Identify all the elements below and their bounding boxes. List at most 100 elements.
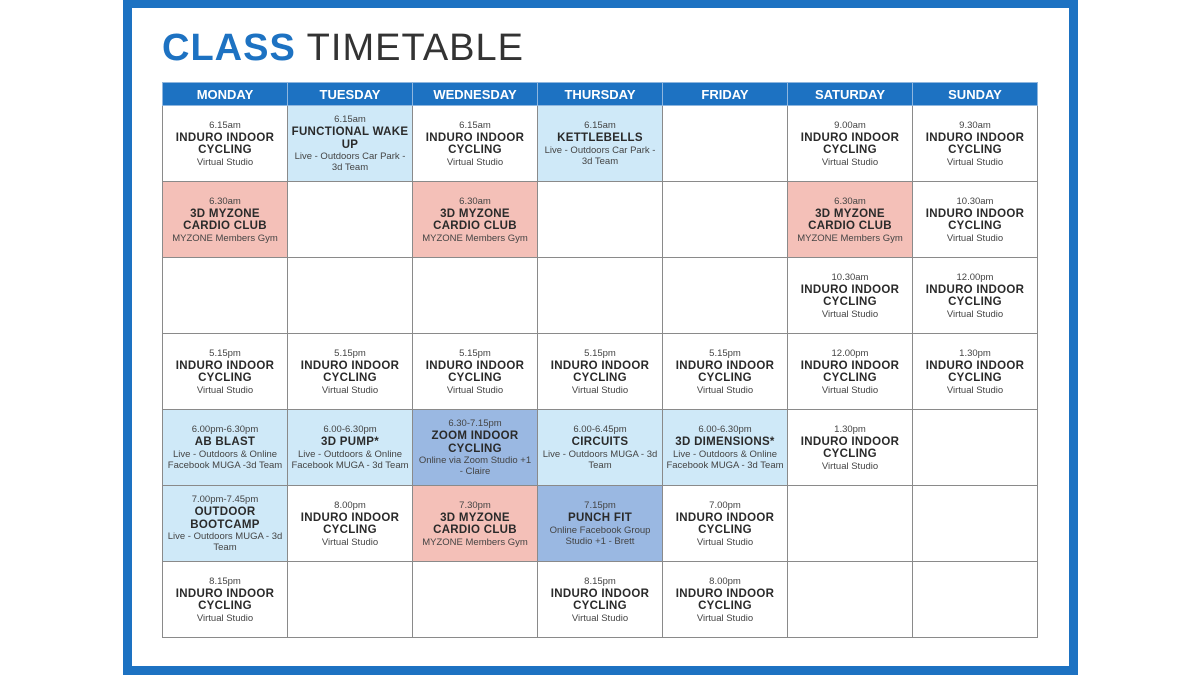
day-header-monday: MONDAY — [162, 82, 288, 106]
class-entry: 12.00pm INDURO INDOOR CYCLING Virtual Stud… — [791, 335, 909, 409]
class-location: MYZONE Members Gym — [422, 536, 528, 548]
class-location: Virtual Studio — [571, 612, 629, 624]
class-name: INDURO INDOOR CYCLING — [425, 131, 525, 157]
class-time: 12.00pm — [956, 271, 994, 283]
class-entry: 6.15am INDURO INDOOR CYCLING Virtual Studi… — [416, 107, 534, 181]
class-location: Live - Outdoors & Online Facebook MUGA -… — [666, 448, 784, 471]
class-cell: 6.15am FUNCTIONAL WAKE UP Live - Outdoors … — [287, 105, 413, 182]
class-location: Virtual Studio — [821, 384, 879, 396]
class-entry: 7.15pm PUNCH FIT Online Facebook Group Stu… — [541, 487, 659, 561]
class-time: 12.00pm — [831, 347, 869, 359]
empty-cell — [287, 257, 413, 334]
class-time: 7.00pm — [709, 499, 741, 511]
class-location: Virtual Studio — [821, 308, 879, 320]
class-cell: 9.00am INDURO INDOOR CYCLING Virtual Studi… — [787, 105, 913, 182]
timetable: MONDAY TUESDAY WEDNESDAY THURSDAY FRIDAY SATU… — [162, 82, 1038, 638]
page-title: CLASS TIMETABLE — [162, 25, 524, 75]
class-location: Virtual Studio — [696, 536, 754, 548]
class-name: ZOOM INDOOR CYCLING — [431, 430, 519, 455]
class-time: 5.15pm — [209, 347, 241, 359]
class-name: INDURO INDOOR CYCLING — [800, 359, 900, 385]
class-name: INDURO INDOOR CYCLING — [550, 359, 650, 385]
empty-cell — [287, 181, 413, 258]
class-entry: 9.30am INDURO INDOOR CYCLING Virtual Studi… — [916, 107, 1034, 181]
class-location: MYZONE Members Gym — [172, 232, 278, 244]
class-cell: 6.30am 3D MYZONE CARDIO CLUB MYZONE Member… — [412, 181, 538, 258]
day-header-tuesday: TUESDAY — [287, 82, 413, 106]
class-time: 5.15pm — [459, 347, 491, 359]
class-time: 10.30am — [831, 271, 869, 283]
class-location: Virtual Studio — [821, 156, 879, 168]
empty-cell — [412, 561, 538, 638]
day-header-thursday: THURSDAY — [537, 82, 663, 106]
empty-cell — [912, 485, 1038, 562]
class-cell: 6.00pm-6.30pm AB BLAST Live - Outdoors & O… — [162, 409, 288, 486]
class-time: 6.00-6.45pm — [573, 424, 627, 436]
day-header-friday: FRIDAY — [662, 82, 788, 106]
class-cell: 8.15pm INDURO INDOOR CYCLING Virtual Studi… — [537, 561, 663, 638]
class-entry: 6.30am 3D MYZONE CARDIO CLUB MYZONE Member… — [416, 183, 534, 257]
class-name: INDURO INDOOR CYCLING — [300, 359, 400, 385]
class-cell: 12.00pm INDURO INDOOR CYCLING Virtual Stud… — [787, 333, 913, 410]
class-name: INDURO INDOOR CYCLING — [675, 359, 775, 385]
empty-cell — [537, 181, 663, 258]
class-entry: 5.15pm INDURO INDOOR CYCLING Virtual Studi… — [166, 335, 284, 409]
class-entry: 6.00pm-6.30pm AB BLAST Live - Outdoors & O… — [166, 411, 284, 485]
class-location: Live - Outdoors MUGA - 3d Team — [542, 448, 658, 471]
table-row: 6.30am 3D MYZONE CARDIO CLUB MYZONE Member… — [162, 181, 1038, 258]
class-cell: 6.30-7.15pm ZOOM INDOOR CYCLING Online via… — [412, 409, 538, 486]
class-cell: 9.30am INDURO INDOOR CYCLING Virtual Studi… — [912, 105, 1038, 182]
class-name: INDURO INDOOR CYCLING — [800, 131, 900, 157]
day-header-sunday: SUNDAY — [912, 82, 1038, 106]
class-entry: 6.30-7.15pm ZOOM INDOOR CYCLING Online via… — [416, 411, 534, 485]
class-location: Online Facebook Group Studio +1 - Brett — [549, 524, 651, 547]
class-entry: 10.30am INDURO INDOOR CYCLING Virtual Stud… — [916, 183, 1034, 257]
class-time: 8.00pm — [334, 499, 366, 511]
class-location: Virtual Studio — [696, 384, 754, 396]
class-cell: 1.30pm INDURO INDOOR CYCLING Virtual Studi… — [912, 333, 1038, 410]
class-entry: 6.00-6.45pm CIRCUITS Live - Outdoors MUGA … — [541, 411, 659, 485]
class-location: Live - Outdoors & Online Facebook MUGA -… — [167, 448, 283, 471]
class-cell: 7.00pm INDURO INDOOR CYCLING Virtual Studi… — [662, 485, 788, 562]
class-time: 6.15am — [209, 119, 241, 131]
class-cell: 5.15pm INDURO INDOOR CYCLING Virtual Studi… — [537, 333, 663, 410]
class-location: Virtual Studio — [321, 384, 379, 396]
class-name: PUNCH FIT — [567, 512, 633, 525]
class-location: Virtual Studio — [946, 232, 1004, 244]
class-time: 8.15pm — [584, 575, 616, 587]
empty-cell — [537, 257, 663, 334]
class-time: 9.00am — [834, 119, 866, 131]
class-time: 8.00pm — [709, 575, 741, 587]
class-cell: 5.15pm INDURO INDOOR CYCLING Virtual Studi… — [412, 333, 538, 410]
class-time: 7.00pm-7.45pm — [191, 494, 259, 505]
class-time: 6.00-6.30pm — [323, 424, 377, 436]
class-name: INDURO INDOOR CYCLING — [175, 131, 275, 157]
class-name: INDURO INDOOR CYCLING — [425, 359, 525, 385]
class-entry: 5.15pm INDURO INDOOR CYCLING Virtual Studi… — [666, 335, 784, 409]
class-name: INDURO INDOOR CYCLING — [800, 283, 900, 309]
class-cell: 1.30pm INDURO INDOOR CYCLING Virtual Studi… — [787, 409, 913, 486]
empty-cell — [787, 485, 913, 562]
class-entry: 6.30am 3D MYZONE CARDIO CLUB MYZONE Member… — [166, 183, 284, 257]
class-name: 3D DIMENSIONS* — [675, 436, 775, 449]
class-entry: 8.15pm INDURO INDOOR CYCLING Virtual Studi… — [541, 563, 659, 637]
empty-cell — [412, 257, 538, 334]
class-entry: 7.00pm INDURO INDOOR CYCLING Virtual Studi… — [666, 487, 784, 561]
class-time: 6.15am — [334, 114, 366, 125]
class-entry: 6.00-6.30pm 3D PUMP* Live - Outdoors & Onl… — [291, 411, 409, 485]
empty-cell — [912, 561, 1038, 638]
class-name: AB BLAST — [194, 436, 256, 449]
class-time: 7.15pm — [584, 500, 616, 512]
class-entry: 6.15am FUNCTIONAL WAKE UP Live - Outdoors … — [291, 107, 409, 181]
class-cell: 5.15pm INDURO INDOOR CYCLING Virtual Studi… — [662, 333, 788, 410]
title-rest: TIMETABLE — [306, 27, 525, 69]
class-cell: 6.00-6.30pm 3D PUMP* Live - Outdoors & Onl… — [287, 409, 413, 486]
table-row: 10.30am INDURO INDOOR CYCLING Virtual Stud… — [162, 257, 1038, 334]
class-name: 3D MYZONE CARDIO CLUB — [433, 511, 517, 537]
class-time: 8.15pm — [209, 575, 241, 587]
timetable-body: 6.15am INDURO INDOOR CYCLING Virtual Studi… — [162, 105, 1038, 638]
table-row: 8.15pm INDURO INDOOR CYCLING Virtual Studi… — [162, 561, 1038, 638]
class-entry: 1.30pm INDURO INDOOR CYCLING Virtual Studi… — [916, 335, 1034, 409]
class-name: INDURO INDOOR CYCLING — [925, 359, 1025, 385]
class-name: INDURO INDOOR CYCLING — [550, 587, 650, 613]
